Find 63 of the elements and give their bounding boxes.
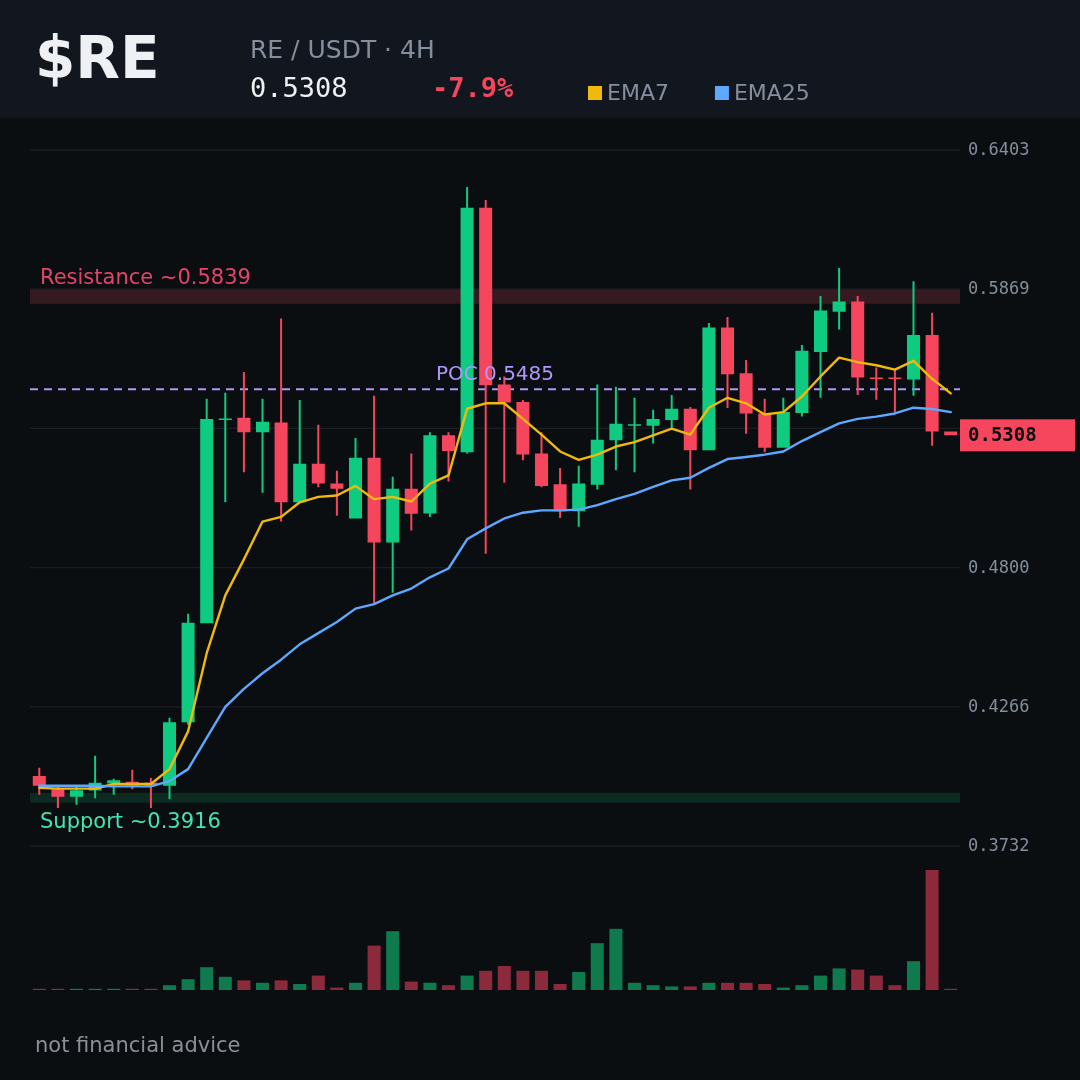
bar [516, 970, 530, 990]
bar [906, 961, 921, 990]
bar [367, 945, 381, 990]
bar [200, 967, 214, 990]
bar [572, 972, 586, 990]
bar [479, 970, 493, 990]
bar [311, 975, 325, 990]
candlestick [255, 398, 270, 493]
bar [497, 966, 511, 990]
bar [851, 969, 865, 990]
bar [888, 985, 902, 990]
candlestick [627, 397, 642, 473]
text: 0.5308 [968, 422, 1037, 445]
bar [832, 968, 846, 990]
bar [739, 982, 753, 990]
bar [274, 980, 288, 990]
bar [162, 985, 177, 990]
bar [423, 982, 437, 990]
bar [386, 931, 400, 990]
candlestick [869, 367, 883, 400]
bar [255, 982, 270, 990]
candlestick [311, 424, 325, 488]
bar [404, 981, 418, 990]
bar [702, 982, 716, 990]
candlestick [888, 369, 902, 412]
bar [665, 986, 679, 990]
bar [683, 986, 697, 990]
candlestick [237, 372, 251, 473]
bar [181, 979, 195, 990]
bar [609, 928, 623, 990]
bar [758, 984, 772, 990]
chart-subtitle: RE / USDT · 4H [250, 35, 435, 64]
text: not financial advice [35, 1033, 241, 1057]
y-tick-label: 0.5869 [968, 278, 1030, 299]
bar [720, 982, 735, 990]
bar [813, 975, 828, 990]
bar [869, 975, 883, 990]
y-tick-label: 0.4266 [968, 695, 1030, 716]
bar [590, 943, 604, 990]
bar [795, 985, 809, 990]
bar [627, 982, 642, 990]
bar [534, 970, 549, 990]
bar [348, 982, 363, 990]
y-tick-label: 0.4800 [968, 556, 1030, 577]
bar [646, 985, 660, 990]
bar [460, 975, 474, 990]
bar [237, 980, 251, 990]
legend-label: EMA7 [607, 80, 669, 105]
bar [553, 984, 567, 990]
candlestick [832, 268, 846, 330]
band-label: Support ~0.3916 [40, 808, 221, 833]
bar [925, 870, 939, 990]
chart-title: $RE [35, 24, 160, 92]
text: -7.9% [432, 72, 515, 103]
bar [441, 985, 456, 990]
candlestick [218, 392, 232, 503]
band-label: Resistance ~0.5839 [40, 265, 251, 290]
bar [218, 976, 232, 990]
y-tick-label: 0.6403 [968, 139, 1030, 159]
text: 0.5308 [250, 72, 348, 103]
bar [293, 984, 307, 990]
legend-label: EMA25 [733, 80, 810, 105]
y-tick-label: 0.3732 [968, 835, 1030, 855]
